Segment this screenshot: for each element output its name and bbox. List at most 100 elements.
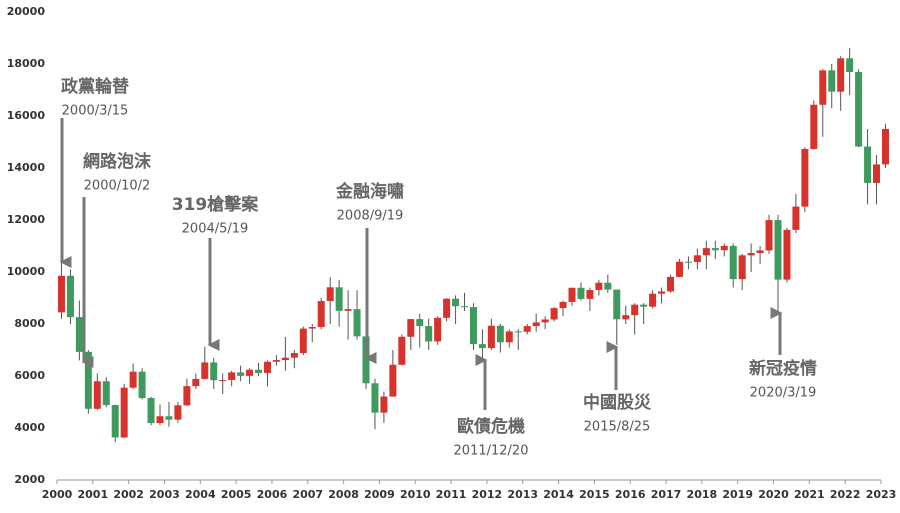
candle-body — [738, 255, 746, 280]
candle-body — [434, 317, 442, 342]
candle-body — [398, 336, 406, 365]
candle-body — [138, 371, 146, 399]
x-tick-label: 2009 — [364, 488, 395, 501]
candle-body — [559, 301, 567, 309]
candle-body — [147, 398, 155, 424]
x-tick-label: 2019 — [722, 488, 753, 501]
candle-body — [675, 261, 683, 277]
candle-body — [246, 369, 254, 376]
candle-body — [461, 306, 469, 308]
candle-body — [667, 276, 675, 292]
candle-body — [201, 362, 209, 379]
candle-body — [237, 372, 245, 376]
x-tick-label: 2002 — [113, 488, 144, 501]
candle-body — [487, 325, 495, 349]
candle-body — [308, 327, 316, 329]
y-tick-label: 20000 — [7, 5, 46, 18]
candle-body — [281, 357, 289, 361]
y-tick-label: 16000 — [7, 109, 46, 122]
candle-body — [550, 308, 558, 320]
candle-body — [66, 275, 74, 318]
x-tick-label: 2023 — [866, 488, 897, 501]
candle-body — [711, 248, 719, 251]
candle-body — [783, 229, 791, 280]
candle-body — [577, 287, 585, 299]
candle-body — [855, 71, 863, 147]
x-tick-label: 2022 — [830, 488, 861, 501]
candle-body — [541, 319, 549, 323]
candle-body — [693, 255, 701, 263]
x-tick-label: 2012 — [472, 488, 503, 501]
candle-body — [729, 245, 737, 280]
candle-body — [622, 315, 630, 320]
candle-body — [604, 282, 612, 290]
x-tick-label: 2016 — [615, 488, 646, 501]
candle-body — [792, 206, 800, 230]
x-tick-label: 2006 — [257, 488, 288, 501]
x-tick-label: 2007 — [292, 488, 323, 501]
x-tick-label: 2017 — [651, 488, 682, 501]
annotation-date: 2011/12/20 — [454, 444, 529, 459]
candle-body — [765, 220, 773, 251]
annotation-date: 2015/8/25 — [584, 420, 651, 435]
candle-body — [720, 245, 728, 251]
x-tick-label: 2014 — [543, 488, 574, 501]
candle-body — [568, 287, 576, 302]
y-tick-label: 2000 — [14, 473, 45, 486]
annotation-label: 政黨輪替 — [61, 76, 130, 97]
y-tick-label: 4000 — [14, 421, 45, 434]
candle-body — [120, 387, 128, 438]
candle-body — [353, 309, 361, 337]
x-tick-label: 2005 — [221, 488, 252, 501]
candle-body — [443, 298, 451, 318]
x-tick-label: 2004 — [185, 488, 216, 501]
candle-body — [837, 58, 845, 92]
candle-body — [389, 364, 397, 397]
candle-body — [299, 328, 307, 354]
candle-body — [505, 331, 513, 343]
candle-body — [649, 293, 657, 307]
candle-body — [57, 275, 65, 313]
candle-body — [371, 383, 379, 413]
candle-body — [702, 248, 710, 256]
candle-body — [640, 304, 648, 307]
x-tick-label: 2015 — [579, 488, 610, 501]
x-tick-label: 2000 — [42, 488, 73, 501]
annotation-label: 歐債危機 — [457, 416, 525, 437]
x-tick-label: 2020 — [758, 488, 789, 501]
y-tick-label: 18000 — [7, 57, 46, 70]
candle-body — [747, 252, 755, 256]
candle-body — [864, 146, 872, 183]
annotation-label: 新冠疫情 — [749, 358, 817, 379]
candle-body — [469, 307, 477, 345]
candle-body — [407, 319, 415, 337]
candle-body — [425, 326, 433, 342]
candle-body — [774, 220, 782, 280]
annotation-date: 2008/9/19 — [337, 209, 404, 224]
candle-body — [165, 416, 173, 420]
y-tick-label: 6000 — [14, 369, 45, 382]
candle-body — [532, 322, 540, 327]
y-tick-label: 8000 — [14, 317, 45, 330]
x-tick-label: 2021 — [794, 488, 825, 501]
candle-body — [219, 380, 227, 382]
candle-body — [873, 164, 881, 183]
candle-body — [84, 351, 92, 409]
candle-body — [756, 250, 764, 253]
candle-body — [255, 369, 263, 373]
candle-body — [290, 353, 298, 358]
y-tick-label: 14000 — [7, 161, 46, 174]
candle-body — [111, 405, 119, 438]
candle-body — [810, 104, 818, 149]
candle-body — [658, 291, 666, 294]
candle-body — [344, 309, 352, 311]
candle-body — [93, 381, 101, 409]
x-tick-label: 2003 — [149, 488, 180, 501]
candle-body — [380, 396, 388, 413]
candle-body — [75, 317, 83, 352]
x-tick-label: 2001 — [78, 488, 109, 501]
x-tick-label: 2008 — [328, 488, 359, 501]
candle-body — [595, 282, 603, 291]
x-tick-label: 2018 — [687, 488, 718, 501]
candle-body — [183, 386, 191, 406]
